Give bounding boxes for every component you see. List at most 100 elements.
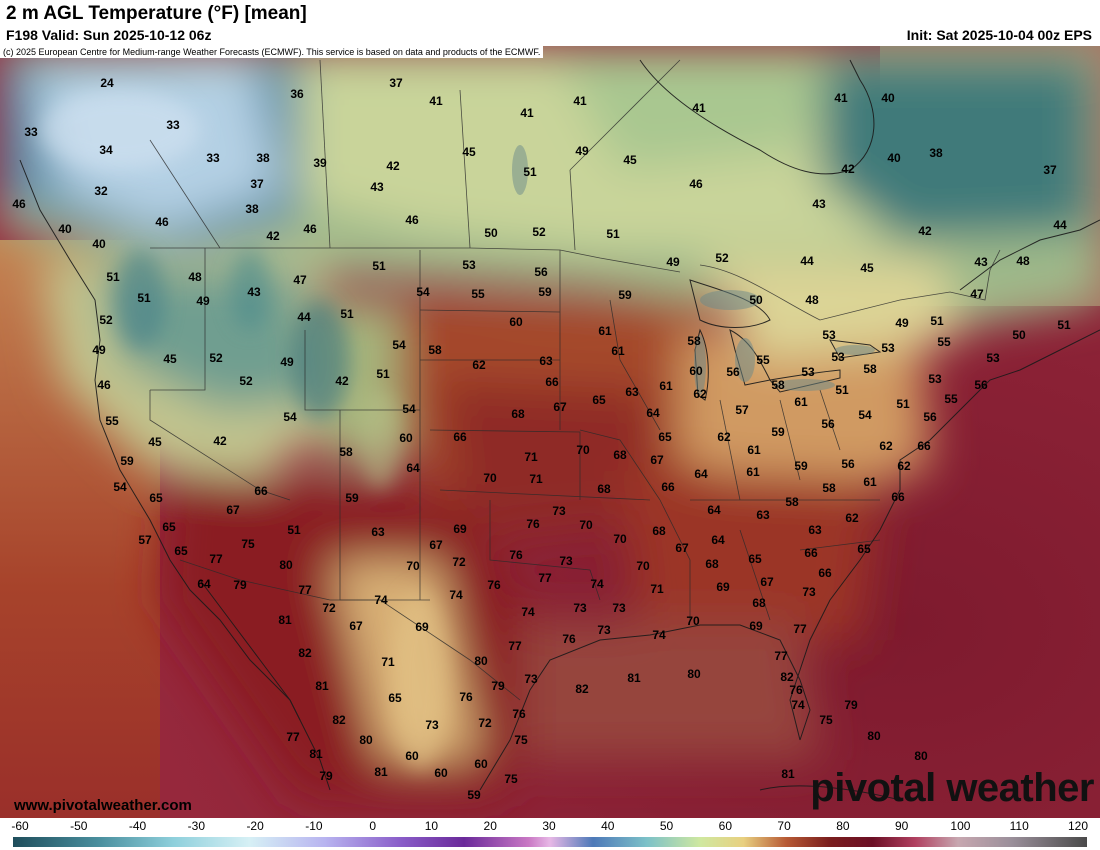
- temperature-label: 68: [511, 407, 525, 421]
- temperature-label: 52: [99, 313, 113, 327]
- temperature-label: 82: [575, 682, 589, 696]
- temperature-label: 77: [286, 730, 300, 744]
- temperature-label: 41: [429, 94, 443, 108]
- temperature-label: 58: [863, 362, 877, 376]
- temperature-label: 81: [309, 747, 323, 761]
- temperature-label: 59: [618, 288, 632, 302]
- temperature-label: 55: [937, 335, 951, 349]
- temperature-label: 43: [812, 197, 826, 211]
- temperature-label: 79: [491, 679, 505, 693]
- temperature-label: 77: [508, 639, 522, 653]
- temperature-label: 58: [687, 334, 701, 348]
- temperature-label: 68: [597, 482, 611, 496]
- temperature-label: 80: [279, 558, 293, 572]
- temperature-label: 75: [504, 772, 518, 786]
- temperature-label: 70: [613, 532, 627, 546]
- temperature-label: 76: [487, 578, 501, 592]
- temperature-label: 77: [298, 583, 312, 597]
- temperature-label: 81: [278, 613, 292, 627]
- temperature-label: 58: [822, 481, 836, 495]
- temperature-label: 68: [752, 596, 766, 610]
- temperature-label: 56: [841, 457, 855, 471]
- temperature-label: 70: [686, 614, 700, 628]
- temperature-label: 63: [808, 523, 822, 537]
- temperature-label: 38: [256, 151, 270, 165]
- temperature-label: 51: [1057, 318, 1071, 332]
- temperature-label: 60: [399, 431, 413, 445]
- init-time: Init: Sat 2025-10-04 00z EPS: [906, 27, 1092, 43]
- temperature-label: 69: [453, 522, 467, 536]
- website-url[interactable]: www.pivotalweather.com: [14, 797, 192, 814]
- temperature-label: 49: [280, 355, 294, 369]
- temperature-label: 45: [148, 435, 162, 449]
- temperature-label: 51: [287, 523, 301, 537]
- temperature-label: 44: [297, 310, 311, 324]
- temperature-label: 52: [715, 251, 729, 265]
- colorbar-tick-label: 60: [718, 819, 733, 833]
- temperature-label: 67: [349, 619, 363, 633]
- temperature-label: 61: [747, 443, 761, 457]
- temperature-label: 42: [266, 229, 280, 243]
- colorbar-tick-label: 50: [659, 819, 674, 833]
- temperature-label: 41: [834, 91, 848, 105]
- temperature-label: 44: [1053, 218, 1067, 232]
- temperature-label: 81: [781, 767, 795, 781]
- temperature-label: 45: [623, 153, 637, 167]
- temperature-label: 67: [429, 538, 443, 552]
- temperature-label: 67: [226, 503, 240, 517]
- temperature-label: 56: [534, 265, 548, 279]
- temperature-label: 76: [562, 632, 576, 646]
- temperature-label: 63: [625, 385, 639, 399]
- temperature-label: 55: [944, 392, 958, 406]
- temperature-label: 59: [794, 459, 808, 473]
- temperature-label: 68: [705, 557, 719, 571]
- colorbar-tick-label: -40: [128, 819, 147, 833]
- temperature-label: 53: [831, 350, 845, 364]
- temperature-label: 60: [509, 315, 523, 329]
- temperature-label: 76: [509, 548, 523, 562]
- colorbar-ticks: -60 -50 -40 -30 -20 -10 0 10 20 30 40 50 60 70 80 90 100…: [0, 819, 1100, 835]
- temperature-label: 64: [197, 577, 211, 591]
- temperature-label: 45: [163, 352, 177, 366]
- temperature-label: 66: [818, 566, 832, 580]
- temperature-label: 62: [845, 511, 859, 525]
- temperature-label: 73: [612, 601, 626, 615]
- temperature-label: 64: [707, 503, 721, 517]
- temperature-label: 65: [149, 491, 163, 505]
- temperature-label: 77: [774, 649, 788, 663]
- temperature-label: 65: [174, 544, 188, 558]
- temperature-label: 82: [332, 713, 346, 727]
- temperature-label: 73: [425, 718, 439, 732]
- temperature-label: 53: [928, 372, 942, 386]
- temperature-label: 46: [97, 378, 111, 392]
- temperature-label: 41: [520, 106, 534, 120]
- temperature-label: 45: [462, 145, 476, 159]
- temperature-label: 48: [805, 293, 819, 307]
- temperature-label: 51: [376, 367, 390, 381]
- temperature-label: 80: [867, 729, 881, 743]
- temperature-label: 73: [573, 601, 587, 615]
- temperature-label: 67: [553, 400, 567, 414]
- temperature-label: 46: [12, 197, 26, 211]
- temperature-label: 64: [694, 467, 708, 481]
- temperature-label: 54: [283, 410, 297, 424]
- temperature-map[interactable]: 24 37 36 41 41 41 41 40 33 33 41 38 34 33 38 39 42 45 49 45…: [0, 46, 1100, 818]
- temperature-label: 74: [449, 588, 463, 602]
- temperature-label: 51: [340, 307, 354, 321]
- temperature-label: 64: [646, 406, 660, 420]
- temperature-label: 59: [538, 285, 552, 299]
- temperature-label: 76: [459, 690, 473, 704]
- temperature-label: 51: [835, 383, 849, 397]
- map-title: 2 m AGL Temperature (°F) [mean]: [6, 3, 307, 24]
- temperature-label: 80: [474, 654, 488, 668]
- temperature-label: 46: [689, 177, 703, 191]
- temperature-label: 45: [860, 261, 874, 275]
- temperature-label: 43: [974, 255, 988, 269]
- lakes: [512, 145, 875, 395]
- temperature-label: 65: [857, 542, 871, 556]
- header: 2 m AGL Temperature (°F) [mean] F198 Val…: [0, 0, 1100, 46]
- temperature-label: 53: [986, 351, 1000, 365]
- temperature-label: 71: [529, 472, 543, 486]
- colorbar-tick-label: 120: [1067, 819, 1089, 833]
- temperature-label: 33: [206, 151, 220, 165]
